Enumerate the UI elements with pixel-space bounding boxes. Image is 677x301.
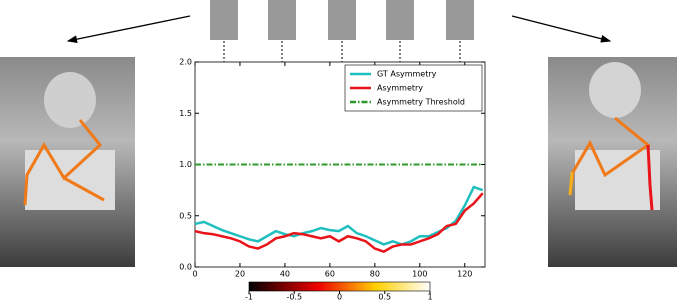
x-tick-label: 40 (280, 270, 290, 279)
x-tick-label: 0 (192, 270, 197, 279)
colorbar-tick-label: -1 (245, 293, 253, 301)
x-tick-label: 80 (370, 270, 380, 279)
y-tick-label: 0.0 (179, 263, 192, 272)
colorbar-tick-label: 0 (337, 293, 342, 301)
arrow (511, 15, 612, 43)
colorbar-tick-label: -0.5 (286, 293, 302, 301)
colorbar (248, 281, 431, 292)
x-tick-label: 100 (412, 270, 427, 279)
y-tick-label: 1.0 (179, 160, 192, 169)
left-photo (0, 57, 135, 267)
y-tick-label: 2.0 (179, 58, 192, 67)
series-line (194, 192, 484, 253)
y-tick-label: 0.5 (179, 211, 192, 220)
thumbnails (210, 0, 474, 62)
x-tick-label: 60 (325, 270, 335, 279)
legend-label: Asymmetry (377, 84, 423, 93)
x-tick-label: 20 (235, 270, 245, 279)
series-line (194, 185, 484, 246)
colorbar-tick-label: 1 (427, 293, 432, 301)
y-tick-label: 1.5 (179, 109, 192, 118)
x-tick-label: 120 (457, 270, 472, 279)
legend-label: Asymmetry Threshold (377, 98, 465, 107)
colorbar-tick-label: 0.5 (378, 293, 391, 301)
plot: 0.0 0.5 1.0 1.5 2.0 0 20 40 60 80 100 120 GT Asymmet… (179, 58, 486, 279)
legend-label: GT Asymmetry (377, 70, 437, 79)
arrow (66, 15, 191, 43)
right-photo (548, 57, 677, 267)
